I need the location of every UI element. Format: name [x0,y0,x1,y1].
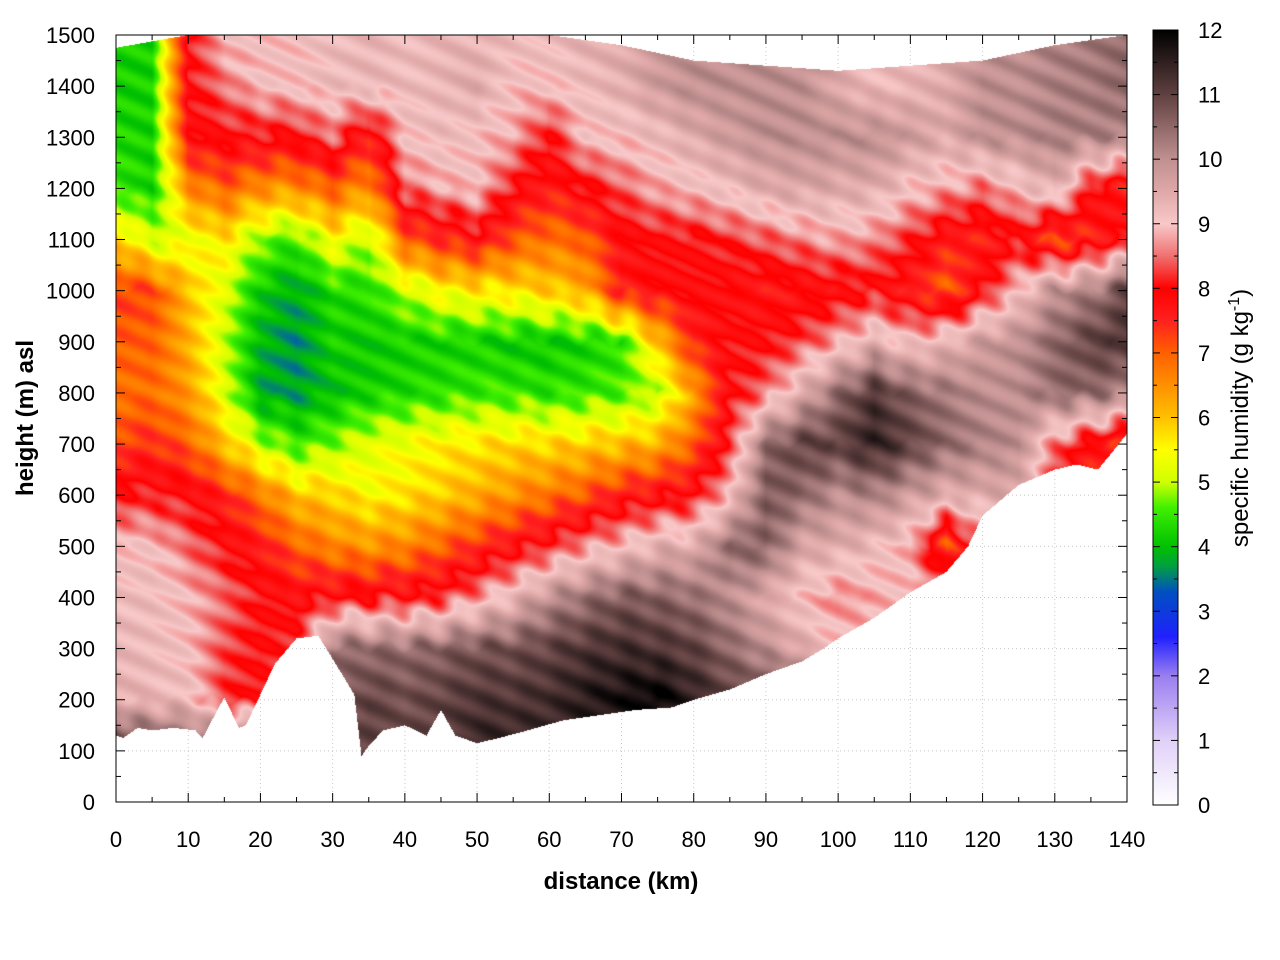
colorbar-tick-label: 7 [1198,341,1210,366]
x-tick-label: 90 [754,827,778,852]
y-tick-label: 500 [58,534,95,559]
plot-area: 0 10 20 30 40 50 60 70 80 90 100 110 120 130 140 0 100 2… [46,23,1145,852]
y-tick-label: 1300 [46,125,95,150]
y-tick-label: 1500 [46,23,95,48]
x-tick-label: 130 [1036,827,1073,852]
x-tick-label: 20 [248,827,272,852]
y-axis-label: height (m) asl [12,340,39,496]
colorbar-label-end: ) [1227,289,1254,297]
x-tick-label: 50 [465,827,489,852]
colorbar-tick-label: 12 [1198,18,1222,43]
x-tick-label: 120 [964,827,1001,852]
x-tick-label: 10 [176,827,200,852]
y-tick-label: 800 [58,381,95,406]
x-tick-label: 30 [320,827,344,852]
colorbar-tick-label: 2 [1198,664,1210,689]
y-tick-label: 900 [58,330,95,355]
x-tick-label: 0 [110,827,122,852]
x-ticks: 0 10 20 30 40 50 60 70 80 90 100 110 120 130 140 [110,35,1145,852]
y-tick-label: 1400 [46,74,95,99]
y-tick-label: 0 [83,790,95,815]
y-ticks: 0 100 200 300 400 500 600 700 800 900 1000 1100 1200… [46,23,1127,815]
y-tick-label: 700 [58,432,95,457]
colorbar-tick-label: 11 [1198,83,1221,108]
y-tick-label: 600 [58,483,95,508]
y-tick-label: 300 [58,637,95,662]
colorbar-tick-label: 3 [1198,599,1210,624]
x-tick-label: 140 [1109,827,1146,852]
colorbar-tick-label: 10 [1198,147,1222,172]
y-tick-label: 400 [58,585,95,610]
colorbar-tick-label: 4 [1198,535,1210,560]
x-tick-label: 110 [893,827,928,852]
x-tick-label: 100 [820,827,857,852]
y-tick-label: 1200 [46,176,95,201]
y-tick-label: 1000 [46,279,95,304]
colorbar-tick-label: 5 [1198,470,1210,495]
colorbar-tick-label: 6 [1198,406,1210,431]
colorbar-label: specific humidity (g kg-1) [1226,289,1254,547]
x-tick-label: 60 [537,827,561,852]
colorbar-label-sup: -1 [1226,297,1243,311]
colorbar-tick-label: 1 [1198,728,1210,753]
x-tick-label: 70 [609,827,633,852]
y-tick-label: 200 [58,688,95,713]
y-tick-label: 100 [58,739,95,764]
colorbar-label-main: specific humidity (g kg [1227,311,1254,547]
colorbar-tick-label: 9 [1198,212,1210,237]
colorbar-tick-label: 8 [1198,276,1210,301]
colorbar-tick-label: 0 [1198,793,1210,818]
y-tick-label: 1100 [48,228,95,253]
x-axis-label: distance (km) [544,868,699,895]
humidity-field-image [116,35,1127,802]
x-tick-label: 40 [393,827,417,852]
x-tick-label: 80 [681,827,705,852]
